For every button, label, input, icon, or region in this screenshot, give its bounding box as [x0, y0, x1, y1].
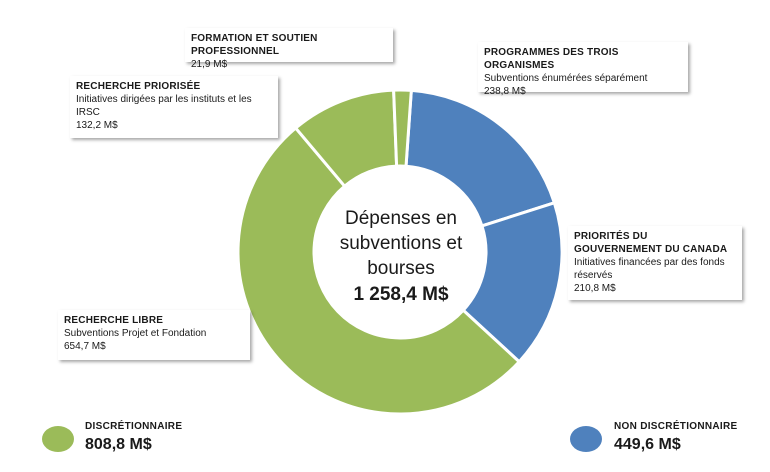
legend-label-non-discretionnaire: NON DISCRÉTIONNAIRE [614, 421, 738, 432]
callout-priorites-value: 210,8 M$ [574, 283, 616, 294]
legend-value-discretionnaire: 808,8 M$ [85, 436, 152, 453]
slice-priorites [461, 200, 564, 364]
legend-dot-discretionnaire [42, 426, 74, 452]
callout-priorites-desc: Initiatives financées par des fonds rése… [574, 257, 725, 281]
legend-label-discretionnaire: DISCRÉTIONNAIRE [85, 421, 183, 432]
callout-priorites: PRIORITÉS DU GOUVERNEMENT DU CANADA Init… [568, 226, 742, 300]
callout-priorisee-desc: Initiatives dirigées par les instituts e… [76, 94, 252, 118]
slice-formation [392, 88, 413, 168]
callout-libre-value: 654,7 M$ [64, 341, 106, 352]
callout-formation-title: FORMATION ET SOUTIEN PROFESSIONNEL [191, 33, 318, 57]
center-total-value: 1 258,4 M$ [353, 284, 449, 305]
callout-programmes-value: 238,8 M$ [484, 86, 526, 97]
callout-priorisee-title: RECHERCHE PRIORISÉE [76, 81, 201, 92]
callout-libre-desc: Subventions Projet et Fondation [64, 328, 207, 339]
center-title: Dépenses en subventions et bourses [339, 208, 463, 279]
callout-recherche-priorisee: RECHERCHE PRIORISÉE Initiatives dirigées… [70, 76, 278, 138]
legend-dot-non-discretionnaire [570, 426, 602, 452]
callout-formation-value: 21,9 M$ [191, 59, 228, 70]
legend-value-non-discretionnaire: 449,6 M$ [614, 436, 681, 453]
slice-programmes [404, 88, 557, 228]
callout-libre-title: RECHERCHE LIBRE [64, 315, 164, 326]
callout-programmes-title: PROGRAMMES DES TROIS ORGANISMES [484, 47, 619, 71]
slice-recherche-libre [236, 125, 522, 416]
callout-priorisee-value: 132,2 M$ [76, 120, 118, 131]
callout-programmes-desc: Subventions énumérées séparément [484, 73, 648, 84]
callout-formation: FORMATION ET SOUTIEN PROFESSIONNEL 21,9 … [185, 28, 393, 70]
callout-priorites-title: PRIORITÉS DU GOUVERNEMENT DU CANADA [574, 231, 728, 255]
callout-programmes: PROGRAMMES DES TROIS ORGANISMES Subventi… [478, 42, 688, 97]
callout-recherche-libre: RECHERCHE LIBRE Subventions Projet et Fo… [58, 310, 250, 360]
